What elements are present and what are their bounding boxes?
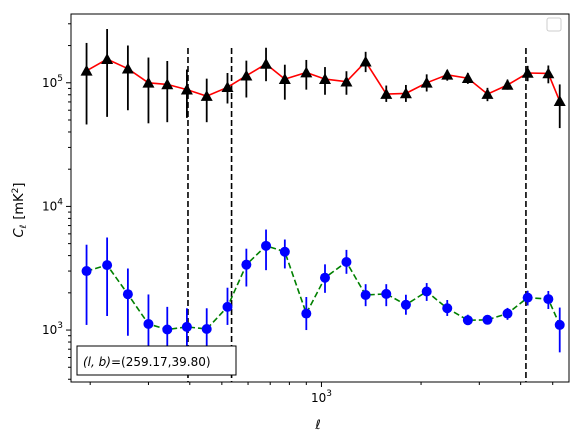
annotation: (l, b)=(259.17,39.80) [76,345,237,376]
series-2-point [241,259,252,270]
series-2-point [421,286,432,297]
annotation-coords-label: (l, b) [83,355,111,369]
series-1-point [359,55,372,67]
annotation-box [76,345,237,376]
series-2-point [502,308,513,319]
series-2-point [400,299,411,310]
series-1-point [542,67,555,79]
series-2-point [442,303,453,314]
series-1-point [420,76,433,88]
series-1-point [180,83,193,95]
series-1-point [240,69,253,81]
series-1-point [278,73,291,84]
series-2-point [162,324,173,335]
series-1-point [260,57,273,69]
series-2-point [341,257,352,268]
series-1-point [80,64,93,76]
x-tick-label: 103 [311,389,332,405]
y-tick-label-exponent: 3 [57,321,63,331]
series-1-point [481,88,494,99]
series-2-point [522,292,533,303]
series-2-point [222,301,233,312]
y-tick-label-base: 10 [42,76,57,90]
series-2-point [81,266,92,277]
y-tick-label: 104 [42,197,63,213]
y-axis-label-main: C [12,227,27,237]
annotation-coords-values: =(259.17,39.80) [111,355,211,369]
series-1-point [340,75,353,87]
series-2-point [102,260,113,271]
x-tick-label-exponent: 3 [326,389,332,399]
y-tick-label-base: 10 [42,199,57,213]
y-tick-label: 103 [42,321,63,337]
series-2-point [543,294,554,305]
y-tick-label-exponent: 5 [57,74,63,84]
y-axis-label-sub: ℓ [19,225,29,230]
series-1-point [142,76,155,88]
y-axis-label-sup: 2 [11,188,21,194]
series-2-point [482,314,493,325]
series-2-point [122,289,133,300]
series-2-point [279,246,290,257]
annotation-text: (l, b)=(259.17,39.80) [83,355,211,369]
series-1 [80,29,566,129]
y-tick-label-exponent: 4 [57,197,63,207]
series-1-point [501,78,514,90]
series-1-point [200,90,213,101]
y-axis-label-units: [mK [12,193,27,220]
series-1-point [101,53,114,65]
y-tick-label: 105 [42,74,63,90]
series-1-point [161,78,174,90]
y-axis-label-close: ] [12,183,27,188]
series-2-point [381,288,392,299]
series-1-point [221,81,234,93]
series-1-point [300,66,313,78]
series-2-point [143,318,154,329]
series-1-point [399,87,412,99]
series-2-point [181,321,192,332]
series-2-point [462,315,473,326]
series-1-point [380,88,393,99]
series-2-point [201,323,212,334]
series-2-point [554,319,565,330]
series-1-point [553,95,566,106]
y-tick-label-base: 10 [42,323,57,337]
series-1-point [461,72,474,83]
y-axis-label: Cℓ [mK2] [11,183,29,238]
series-1-point [318,73,331,84]
plot-area [80,29,566,382]
series-2-point [360,290,371,301]
series-1-point [521,66,534,78]
plot-frame [70,13,570,383]
series-1-point [121,62,134,74]
x-tick-label-base: 10 [311,391,326,405]
series-2-point [319,272,330,283]
x-axis-label: ℓ [314,418,320,433]
series-2-point [301,308,312,319]
series-2-point [261,240,272,251]
series-1-point [441,68,454,80]
legend-box [546,17,562,32]
